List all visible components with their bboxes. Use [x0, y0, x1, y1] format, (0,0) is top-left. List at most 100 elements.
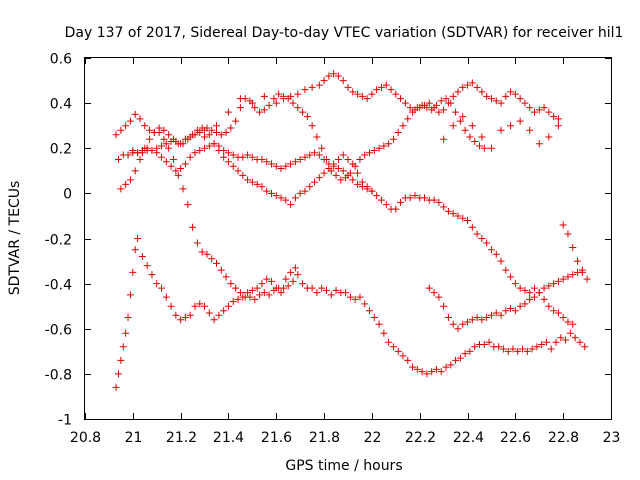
data-point — [122, 122, 130, 130]
data-point — [272, 99, 280, 107]
data-point — [258, 156, 266, 164]
data-point — [196, 147, 204, 155]
data-point — [251, 295, 259, 303]
data-point — [483, 239, 491, 247]
data-point — [213, 259, 220, 267]
y-tick-label: 0.6 — [50, 52, 72, 68]
data-point — [294, 271, 302, 279]
data-point — [516, 95, 524, 103]
data-point — [272, 192, 280, 200]
data-point — [354, 90, 362, 98]
data-point — [260, 289, 268, 297]
data-point — [136, 115, 144, 123]
data-point — [251, 104, 259, 112]
data-point — [554, 115, 562, 123]
data-point — [239, 153, 247, 161]
data-point — [473, 83, 481, 91]
y-tick-label: -1 — [58, 413, 72, 429]
data-point — [320, 77, 328, 85]
data-point — [229, 151, 237, 159]
data-point — [459, 113, 467, 121]
data-point — [143, 262, 151, 270]
data-point — [406, 104, 414, 112]
data-point — [282, 275, 290, 283]
data-point — [375, 320, 383, 328]
data-point — [265, 101, 273, 109]
data-point — [153, 149, 161, 157]
data-point — [468, 223, 476, 231]
data-point — [296, 189, 304, 197]
y-tick-label: 0.4 — [50, 97, 72, 113]
data-point — [526, 289, 534, 297]
data-point — [473, 230, 481, 238]
data-point — [476, 142, 483, 150]
data-point — [229, 298, 237, 306]
data-point — [404, 115, 412, 123]
x-tick-label: 23 — [603, 430, 621, 446]
data-point — [559, 221, 567, 229]
data-point — [409, 363, 417, 371]
x-tick-label: 21.6 — [261, 430, 292, 446]
data-point — [533, 343, 541, 351]
data-point — [459, 320, 467, 328]
data-point — [576, 338, 584, 346]
data-point — [440, 302, 448, 310]
data-point — [351, 295, 359, 303]
data-point — [452, 356, 460, 364]
data-point — [564, 318, 572, 326]
data-point — [478, 88, 486, 96]
data-point — [205, 142, 213, 150]
data-point — [193, 126, 201, 134]
data-point — [289, 99, 297, 107]
data-point — [516, 117, 524, 125]
data-point — [392, 205, 400, 213]
data-point — [303, 113, 311, 121]
data-point — [547, 345, 555, 353]
data-point — [516, 302, 524, 310]
data-point — [487, 311, 495, 319]
data-point — [311, 149, 319, 157]
data-point — [184, 201, 192, 209]
data-point — [557, 334, 565, 342]
data-point — [507, 88, 515, 96]
data-point — [351, 162, 359, 170]
data-point — [179, 140, 187, 148]
data-point — [162, 158, 170, 166]
data-point — [253, 180, 261, 188]
data-point — [437, 368, 445, 376]
data-point — [366, 149, 374, 157]
data-point — [421, 194, 429, 202]
data-point — [339, 167, 347, 175]
data-point — [502, 266, 510, 274]
data-point — [363, 95, 371, 103]
data-point — [507, 122, 515, 130]
data-point — [119, 343, 127, 351]
data-point — [215, 311, 223, 319]
x-tick-label: 21.4 — [213, 430, 244, 446]
data-point — [444, 313, 452, 321]
data-point — [234, 167, 242, 175]
x-tick-label: 20.8 — [70, 430, 101, 446]
data-point — [205, 131, 213, 139]
data-point — [143, 144, 151, 152]
data-point — [124, 151, 132, 159]
data-point — [320, 169, 328, 177]
data-point — [155, 124, 163, 132]
data-point — [217, 131, 225, 139]
y-tick-label: -0.6 — [45, 323, 72, 339]
data-point — [138, 147, 146, 155]
data-point — [540, 104, 548, 112]
data-point — [385, 338, 393, 346]
data-point — [442, 363, 450, 371]
data-point — [217, 266, 225, 274]
data-point — [265, 291, 273, 299]
data-point — [318, 284, 326, 292]
data-point — [564, 230, 572, 238]
data-point — [279, 284, 287, 292]
data-point — [550, 113, 558, 121]
data-point — [368, 187, 376, 195]
data-point — [545, 133, 553, 141]
data-point — [480, 341, 488, 349]
data-point — [114, 370, 122, 378]
data-point — [277, 289, 285, 297]
